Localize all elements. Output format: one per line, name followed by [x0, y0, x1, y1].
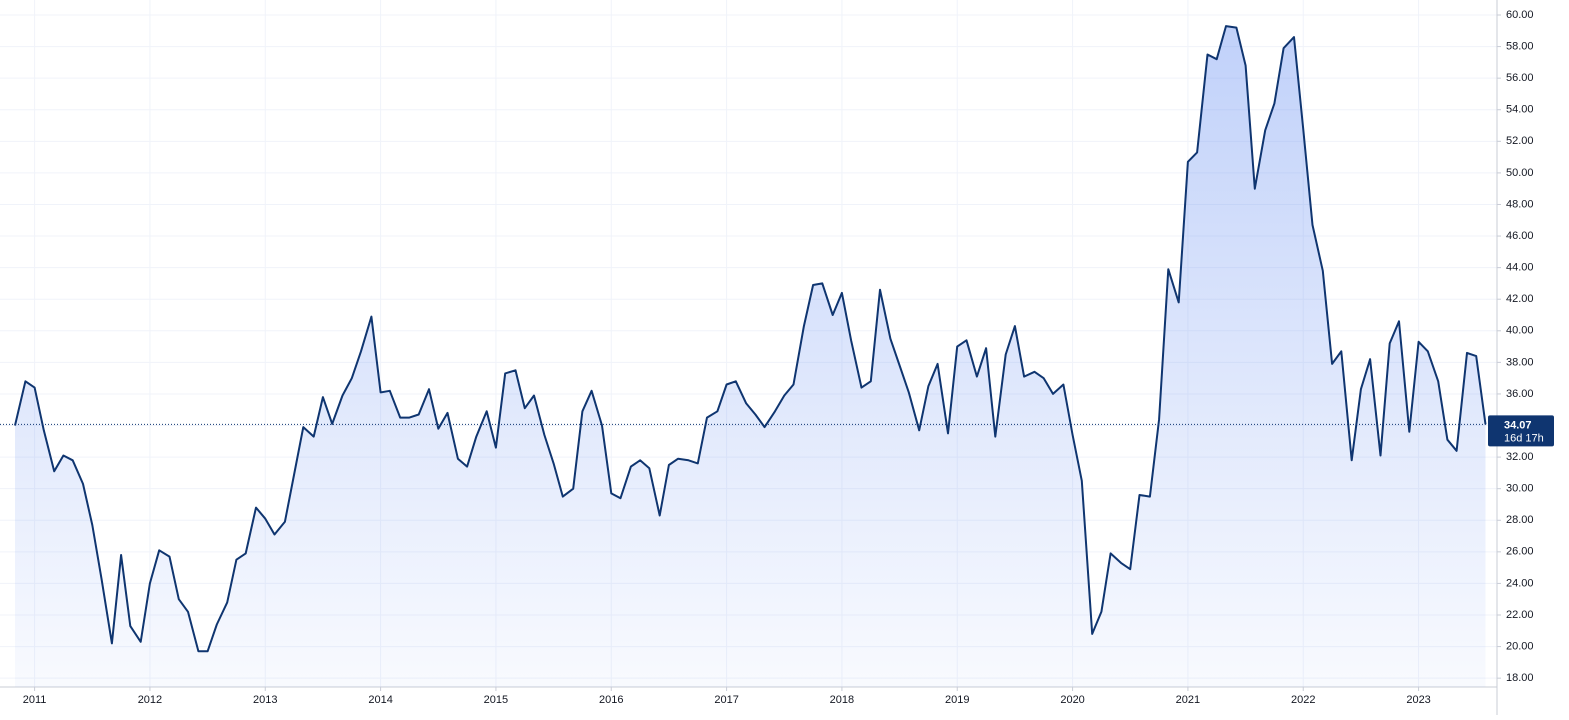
y-tick-label: 22.00 [1506, 609, 1534, 621]
y-tick-label: 54.00 [1506, 104, 1534, 116]
y-tick-label: 48.00 [1506, 198, 1534, 210]
x-tick-label: 2022 [1291, 694, 1315, 706]
y-tick-label: 42.00 [1506, 293, 1534, 305]
x-tick-label: 2014 [368, 694, 392, 706]
x-tick-label: 2013 [253, 694, 277, 706]
y-tick-label: 30.00 [1506, 483, 1534, 495]
y-tick-label: 28.00 [1506, 514, 1534, 526]
y-tick-label: 46.00 [1506, 230, 1534, 242]
x-tick-label: 2018 [830, 694, 854, 706]
y-tick-label: 60.00 [1506, 9, 1534, 21]
y-tick-label: 20.00 [1506, 640, 1534, 652]
y-tick-label: 26.00 [1506, 546, 1534, 558]
y-tick-label: 52.00 [1506, 135, 1534, 147]
x-tick-label: 2023 [1406, 694, 1430, 706]
x-tick-label: 2016 [599, 694, 623, 706]
area [14, 26, 1486, 688]
y-tick-label: 58.00 [1506, 40, 1534, 52]
x-tick-label: 2019 [945, 694, 969, 706]
y-tick-label: 50.00 [1506, 167, 1534, 179]
y-tick-label: 36.00 [1506, 388, 1534, 400]
line [14, 25, 1487, 653]
x-tick-label: 2011 [23, 694, 47, 706]
x-tick-label: 2012 [138, 694, 162, 706]
x-tick-label: 2020 [1060, 694, 1084, 706]
last-price-label: 34.07 [1504, 419, 1532, 431]
y-tick-label: 40.00 [1506, 325, 1534, 337]
countdown-label: 16d 17h [1504, 432, 1544, 444]
y-tick-label: 18.00 [1506, 672, 1534, 684]
y-tick-label: 38.00 [1506, 356, 1534, 368]
y-tick-label: 32.00 [1506, 451, 1534, 463]
x-tick-label: 2021 [1176, 694, 1200, 706]
y-tick-label: 44.00 [1506, 262, 1534, 274]
x-tick-label: 2017 [714, 694, 738, 706]
x-tick-label: 2015 [484, 694, 508, 706]
y-tick-label: 24.00 [1506, 577, 1534, 589]
y-tick-label: 56.00 [1506, 72, 1534, 84]
last-price-box [1488, 415, 1554, 447]
